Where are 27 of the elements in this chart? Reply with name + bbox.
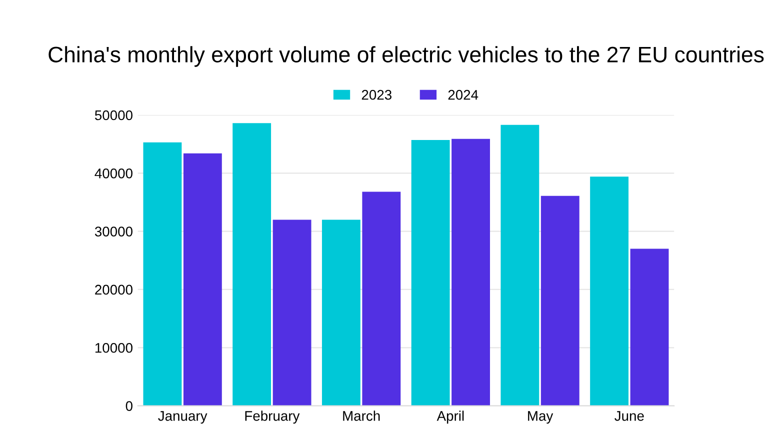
x-tick-label: March	[343, 410, 380, 421]
bar	[232, 123, 272, 406]
y-tick-label: 10000	[95, 342, 132, 353]
y-tick-label: 20000	[95, 284, 132, 295]
y-tick-label: 40000	[94, 168, 132, 178]
bar	[362, 192, 401, 406]
x-tick-label: June	[614, 411, 644, 421]
x-tick-label: May	[528, 411, 554, 424]
x-tick-label: April	[436, 410, 464, 424]
y-tick-label: 0	[126, 401, 132, 411]
y-tick-label: 30000	[94, 226, 132, 236]
bar	[143, 142, 182, 406]
y-tick-label: 50000	[94, 110, 132, 120]
bar	[452, 138, 490, 406]
bar	[540, 196, 580, 406]
bar	[411, 140, 450, 406]
bar	[272, 220, 312, 406]
bar	[500, 124, 540, 406]
chart-title: China's monthly export volume of electric vehicles to the 27 EU countries	[48, 46, 764, 67]
bar	[322, 220, 360, 406]
bar	[590, 176, 629, 406]
x-tick-label: February	[245, 410, 300, 424]
x-tick-label: January	[158, 411, 208, 424]
bar	[630, 248, 669, 406]
bar	[183, 153, 222, 406]
legend-label: 2023	[362, 90, 392, 100]
legend-label: 2024	[448, 90, 478, 100]
